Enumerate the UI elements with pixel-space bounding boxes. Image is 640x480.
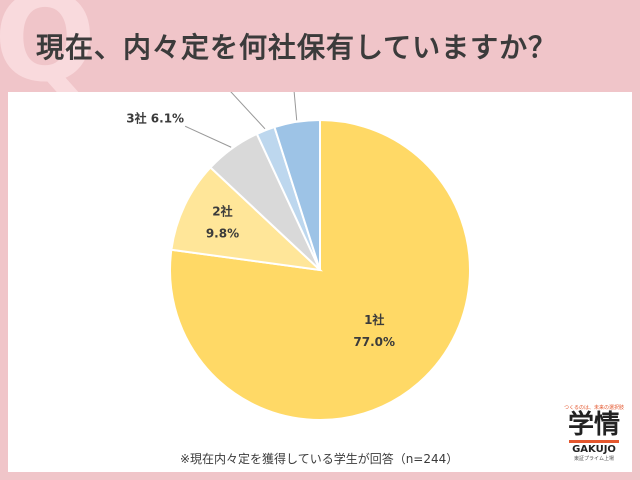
- logo-small-text: 東証プライム上場: [574, 456, 614, 462]
- header: Q 現在、内々定を何社保有していますか？: [0, 0, 640, 100]
- logo-sub-text: GAKUJO: [572, 444, 616, 455]
- slice-value-label: 77.0%: [353, 335, 395, 349]
- q-mark-decoration: Q: [0, 0, 97, 109]
- pie-slice-2: [170, 166, 323, 272]
- logo-main-text: 学情: [567, 410, 620, 440]
- logo-tagline: つくるのは、未来の選択肢: [564, 405, 624, 411]
- leader-line: [293, 92, 298, 121]
- slice-value-label: 9.8%: [206, 227, 239, 241]
- footnote: ※現在内々定を獲得している学生が回答（n=244）: [180, 452, 459, 466]
- gakujo-logo: つくるのは、未来の選択肢 学情 GAKUJO 東証プライム上場: [563, 404, 625, 470]
- pie-slice-1: [169, 118, 471, 421]
- pie-slice-5: [273, 118, 321, 271]
- leader-line: [230, 92, 266, 130]
- leader-line: [184, 125, 232, 148]
- slice-category-label: 2社: [212, 204, 232, 219]
- page-title: 現在、内々定を何社保有していますか？: [36, 31, 558, 64]
- slice-category-label: 1社: [364, 312, 384, 327]
- logo-bar: [569, 440, 619, 443]
- slice-outside-label: 3社 6.1%: [126, 110, 184, 125]
